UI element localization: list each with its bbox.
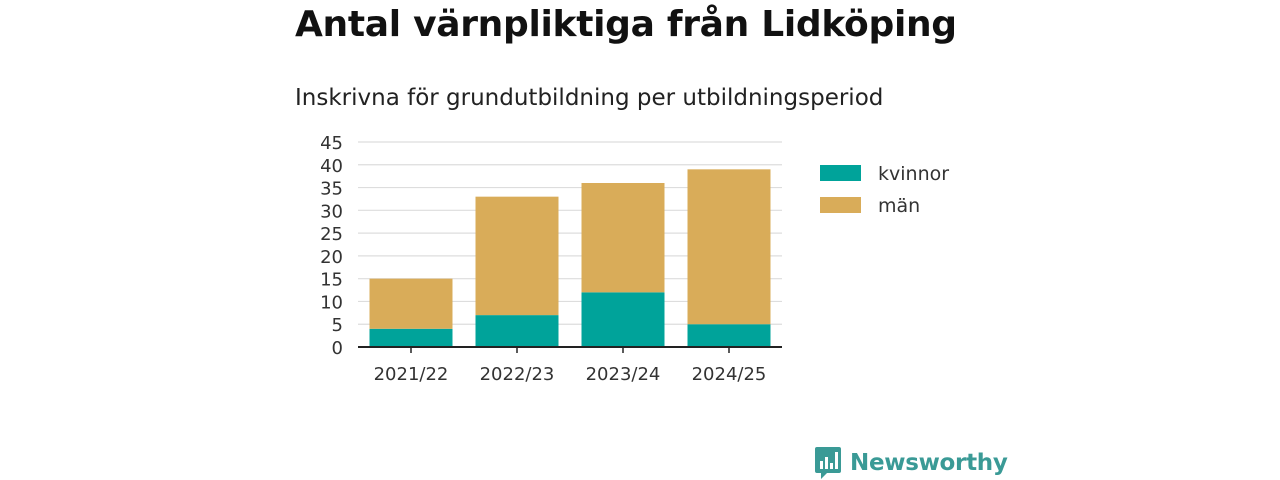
- legend-label: män: [878, 195, 920, 217]
- brand-name: Newsworthy: [850, 450, 1008, 476]
- y-tick-label: 0: [332, 338, 343, 359]
- y-tick-label: 5: [332, 315, 343, 336]
- bar-chart-speech-bubble-icon: [815, 447, 841, 479]
- y-tick-label: 10: [320, 292, 343, 313]
- bar-2021-22-kvinnor: [369, 328, 453, 347]
- bar-2022-23-kvinnor: [475, 315, 559, 347]
- y-tick-label: 45: [320, 133, 343, 154]
- bar-2022-23-man: [475, 196, 559, 316]
- x-tick-label: 2022/23: [480, 364, 555, 385]
- bar-2023-24-man: [581, 183, 665, 293]
- y-tick-label: 30: [320, 201, 343, 222]
- legend-swatch: [820, 165, 861, 181]
- x-tick-label: 2024/25: [692, 364, 767, 385]
- x-tick-label: 2021/22: [374, 364, 449, 385]
- bar-2021-22-man: [369, 278, 453, 329]
- bars: [369, 169, 771, 347]
- chart-subtitle: Inskrivna för grundutbildning per utbild…: [295, 85, 884, 111]
- y-tick-label: 25: [320, 224, 343, 245]
- bar-2023-24-kvinnor: [581, 292, 665, 347]
- bar-2024-25-kvinnor: [687, 324, 771, 347]
- chart-title: Antal värnpliktiga från Lidköping: [295, 4, 957, 45]
- legend: kvinnor män: [820, 163, 949, 217]
- y-tick-label: 40: [320, 156, 343, 177]
- y-tick-label: 35: [320, 179, 343, 200]
- y-tick-label: 20: [320, 247, 343, 268]
- newsworthy-logo: Newsworthy: [814, 446, 1008, 480]
- legend-label: kvinnor: [878, 163, 949, 185]
- bar-2024-25-man: [687, 169, 771, 325]
- x-axis-ticks: 2021/22 2022/23 2023/24 2024/25: [374, 347, 767, 385]
- x-tick-label: 2023/24: [586, 364, 661, 385]
- legend-swatch: [820, 197, 861, 213]
- y-tick-label: 15: [320, 270, 343, 291]
